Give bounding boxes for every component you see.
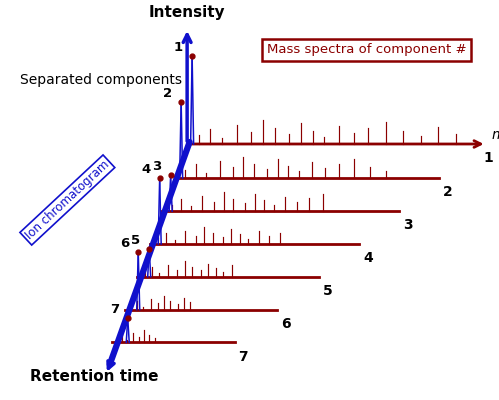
Text: Retention time: Retention time xyxy=(30,369,159,384)
Text: 3: 3 xyxy=(152,160,162,173)
Text: 7: 7 xyxy=(110,303,119,316)
Text: Mass spectra of component #: Mass spectra of component # xyxy=(267,44,467,56)
Text: 1: 1 xyxy=(174,41,183,54)
Text: 5: 5 xyxy=(131,234,140,247)
Text: 1: 1 xyxy=(483,151,493,165)
Text: 5: 5 xyxy=(323,284,333,298)
Text: 4: 4 xyxy=(141,163,151,176)
Text: 2: 2 xyxy=(443,185,453,199)
Text: 3: 3 xyxy=(403,218,413,232)
Text: 4: 4 xyxy=(363,251,373,265)
Text: 6: 6 xyxy=(281,317,290,331)
Text: Ion chromatogram: Ion chromatogram xyxy=(23,158,112,242)
Text: 7: 7 xyxy=(239,350,248,364)
Text: 6: 6 xyxy=(120,236,129,250)
Text: 2: 2 xyxy=(163,87,172,100)
Text: m/z: m/z xyxy=(492,128,499,142)
Text: Separated components: Separated components xyxy=(20,73,182,87)
Text: Intensity: Intensity xyxy=(149,5,226,20)
